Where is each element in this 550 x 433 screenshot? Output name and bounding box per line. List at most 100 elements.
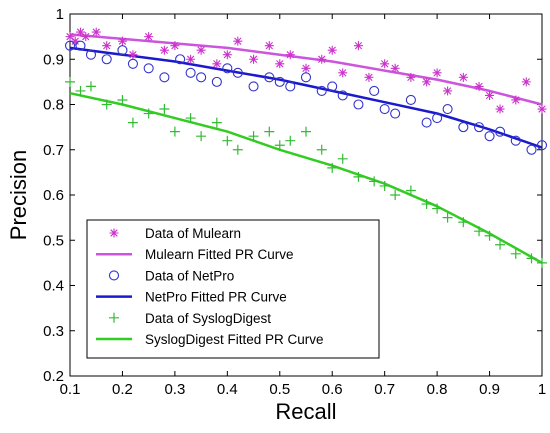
data-point: [159, 45, 169, 55]
data-point: [185, 67, 196, 78]
data-point: [85, 49, 97, 60]
data-point: [170, 41, 180, 51]
data-point: [143, 108, 154, 119]
legend-label: SyslogDigest Fitted PR Curve: [145, 332, 324, 347]
data-point: [380, 59, 390, 69]
data-point: [117, 94, 128, 105]
data-point: [316, 85, 327, 96]
data-point: [211, 117, 222, 128]
data-point: [406, 72, 416, 82]
data-point: [248, 131, 259, 142]
data-point: [353, 99, 364, 110]
y-tick-label: 0.4: [43, 278, 64, 295]
data-point: [511, 95, 521, 105]
data-point: [102, 41, 112, 51]
data-point: [353, 171, 364, 182]
data-point: [186, 54, 196, 64]
data-point: [422, 77, 432, 87]
data-point: [101, 54, 112, 65]
fitted-curve-line: [69, 46, 543, 149]
data-point: [70, 36, 80, 46]
data-point: [474, 81, 484, 91]
data-point: [458, 72, 468, 82]
data-point: [369, 176, 380, 187]
data-point: [432, 68, 442, 78]
data-point: [432, 113, 443, 124]
data-point: [316, 144, 327, 155]
axis-ticks: 0.1 0.2 0.3 0.4 0.5 0.6 0.7 0.8 0.9 10.20.30.40.5…: [43, 6, 546, 398]
data-point: [222, 50, 232, 60]
legend-marker-sample: [108, 270, 120, 281]
data-point: [65, 32, 75, 42]
data-point: [521, 77, 531, 87]
data-point: [65, 76, 75, 87]
data-point: [369, 85, 380, 96]
data-point: [64, 40, 76, 51]
legend-marker-sample: [109, 312, 119, 323]
data-point: [485, 90, 495, 100]
data-point: [484, 131, 495, 142]
legend-label: Data of NetPro: [145, 268, 234, 283]
data-point: [421, 117, 432, 128]
data-point: [301, 63, 311, 73]
data-point: [101, 99, 112, 110]
legend-label: Data of Mulearn: [145, 226, 241, 241]
data-point: [526, 144, 537, 155]
data-point: [249, 54, 259, 64]
data-point: [211, 76, 222, 87]
data-point: [317, 54, 327, 64]
data-point: [159, 104, 170, 115]
x-tick-label: 0.9: [479, 381, 500, 398]
data-point: [458, 122, 469, 133]
data-point: [405, 185, 416, 196]
data-point: [169, 126, 180, 137]
legend-box: [86, 219, 380, 359]
legend-marker-sample: [109, 228, 119, 238]
y-tick-label: 0.3: [43, 323, 64, 340]
data-point: [337, 90, 348, 101]
x-tick-label: 0.2: [112, 381, 133, 398]
data-point: [264, 126, 275, 137]
data-point: [442, 103, 453, 115]
data-point: [143, 63, 154, 74]
data-point: [379, 103, 390, 115]
x-axis-title: Recall: [275, 399, 336, 424]
x-tick-label: 0.7: [374, 381, 395, 398]
y-tick-label: 0.8: [43, 97, 64, 114]
data-point: [248, 81, 259, 92]
data-point: [274, 76, 285, 87]
data-point: [75, 27, 85, 37]
data-point: [536, 140, 548, 151]
data-point: [275, 59, 285, 69]
x-tick-label: 0.1: [60, 381, 81, 398]
data-point: [442, 212, 453, 223]
data-point: [232, 144, 243, 155]
data-point: [474, 226, 485, 237]
x-tick-label: 0.6: [322, 381, 343, 398]
data-point: [264, 72, 275, 83]
y-tick-label: 0.5: [43, 232, 64, 249]
data-point: [337, 153, 348, 164]
data-point: [144, 32, 154, 42]
x-tick-label: 0.3: [164, 381, 185, 398]
data-point: [233, 36, 243, 46]
data-point: [421, 199, 432, 210]
data-point: [300, 72, 312, 83]
data-point: [327, 162, 338, 173]
data-point: [196, 45, 206, 55]
data-markers: [64, 27, 548, 268]
data-point: [458, 217, 469, 228]
data-point: [285, 50, 295, 60]
x-tick-label: 0.8: [427, 381, 448, 398]
data-point: [222, 135, 233, 146]
data-point: [75, 85, 86, 96]
legend-label: Mulearn Fitted PR Curve: [145, 247, 294, 262]
x-tick-label: 0.4: [217, 381, 238, 398]
data-point: [327, 81, 338, 92]
data-point: [390, 63, 400, 73]
data-point: [222, 63, 233, 74]
legend-label: NetPro Fitted PR Curve: [145, 290, 287, 305]
data-point: [364, 72, 374, 82]
data-point: [175, 54, 186, 65]
